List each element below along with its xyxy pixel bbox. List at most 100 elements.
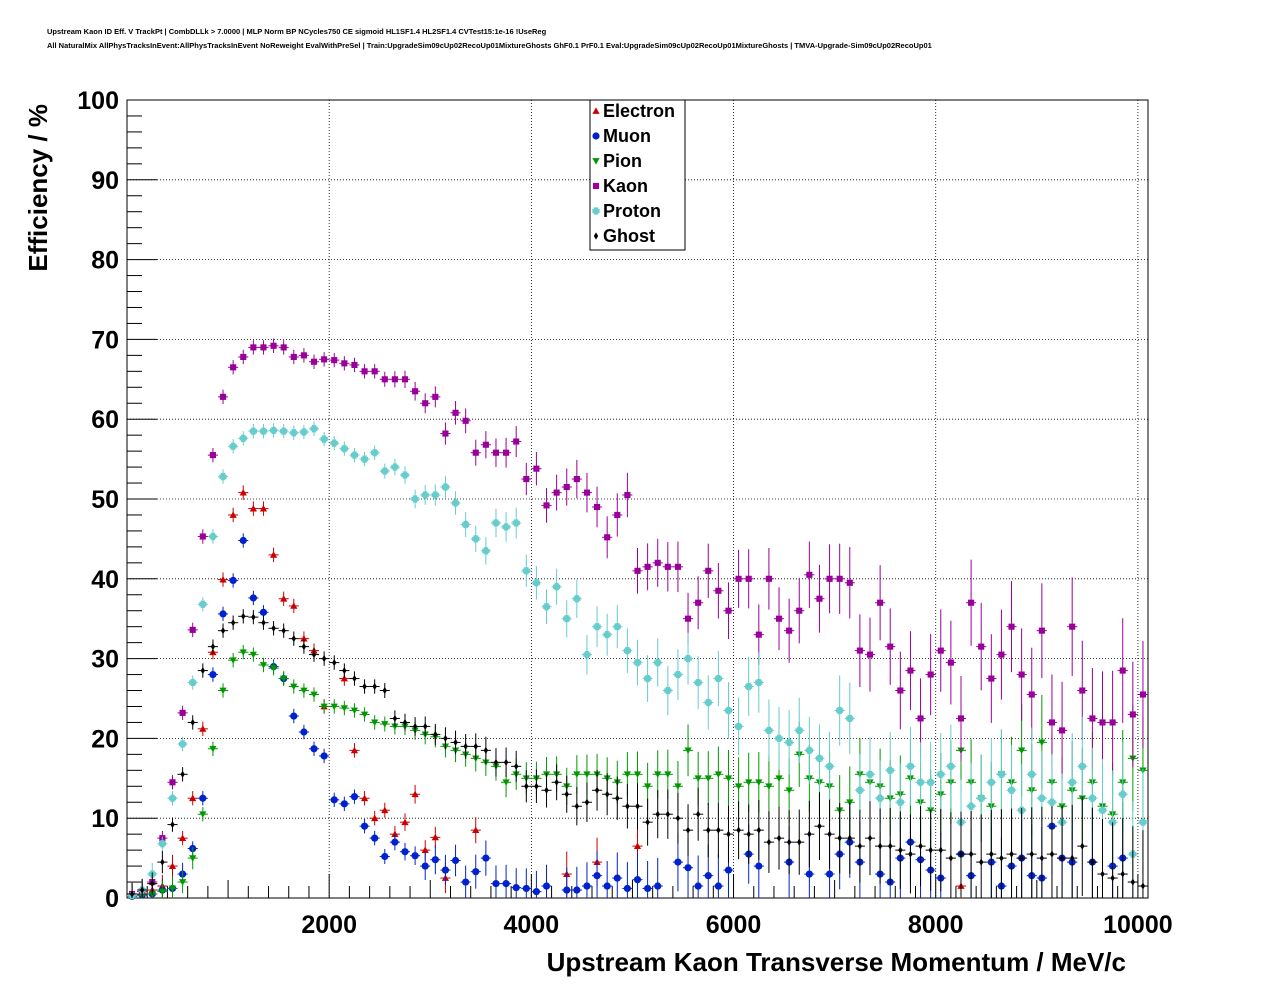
data-point — [674, 563, 681, 570]
data-point — [978, 643, 985, 650]
data-point — [745, 779, 753, 786]
data-point — [633, 771, 642, 778]
data-point — [219, 687, 227, 695]
data-point — [726, 830, 731, 838]
data-point — [805, 870, 813, 878]
y-tick-label: 0 — [105, 885, 119, 913]
data-point — [806, 571, 813, 578]
data-point — [290, 683, 298, 691]
data-point — [918, 842, 923, 850]
data-point — [331, 357, 338, 364]
data-point — [979, 858, 984, 866]
data-point — [330, 439, 338, 447]
data-point — [270, 342, 277, 349]
data-point — [1109, 719, 1116, 726]
data-point — [583, 882, 591, 890]
data-point — [1099, 719, 1106, 726]
data-point — [694, 882, 702, 890]
data-point — [372, 682, 377, 691]
data-point — [684, 615, 692, 622]
data-point — [968, 599, 975, 606]
data-point — [230, 619, 236, 627]
data-point — [240, 353, 247, 361]
data-point — [695, 810, 701, 818]
data-point — [178, 740, 187, 748]
data-point — [269, 551, 278, 558]
data-point — [755, 862, 763, 870]
data-point — [958, 850, 964, 858]
legend-entry-pion: Pion — [592, 151, 642, 171]
data-point — [239, 434, 247, 442]
data-point — [765, 726, 773, 735]
data-point — [837, 834, 842, 842]
data-point — [817, 822, 822, 830]
data-point — [472, 826, 480, 834]
data-point — [249, 504, 257, 512]
data-point — [633, 842, 642, 850]
data-point — [755, 678, 763, 687]
data-point — [320, 435, 328, 443]
data-point — [553, 583, 561, 591]
series-ghost — [127, 609, 1148, 898]
data-point — [441, 483, 450, 491]
data-point — [360, 822, 369, 830]
data-point — [766, 838, 772, 846]
data-point — [795, 726, 803, 735]
data-point — [503, 758, 509, 766]
data-point — [199, 600, 207, 608]
data-point — [350, 451, 359, 459]
x-tick-label: 4000 — [504, 911, 560, 939]
data-point — [655, 810, 660, 818]
data-point — [634, 567, 641, 574]
data-point — [856, 786, 864, 794]
data-point — [280, 344, 287, 351]
data-point — [654, 658, 662, 667]
data-point — [887, 643, 894, 650]
series-proton — [127, 421, 1148, 900]
data-point — [603, 631, 611, 639]
data-point — [351, 361, 358, 368]
data-point — [592, 132, 600, 140]
data-point — [150, 880, 155, 888]
data-point — [867, 834, 873, 842]
data-point — [664, 563, 671, 570]
data-point — [381, 376, 388, 383]
data-point — [797, 838, 802, 846]
data-point — [371, 834, 379, 842]
data-point — [846, 714, 854, 723]
data-point — [1080, 842, 1085, 850]
data-point — [441, 866, 450, 874]
data-point — [1119, 790, 1127, 798]
data-point — [371, 814, 379, 822]
data-point — [775, 734, 783, 742]
data-point — [239, 536, 247, 545]
data-point — [654, 882, 662, 890]
data-point — [392, 714, 398, 723]
y-tick-label: 30 — [91, 646, 119, 674]
data-point — [877, 842, 883, 850]
data-point — [189, 794, 197, 802]
data-point — [583, 771, 591, 778]
data-point — [249, 651, 257, 659]
data-point — [290, 429, 298, 437]
data-point — [290, 353, 297, 361]
data-point — [826, 575, 833, 582]
data-point — [542, 603, 551, 611]
data-point — [613, 874, 621, 882]
data-point — [997, 770, 1006, 778]
data-point — [401, 376, 409, 383]
data-point — [674, 783, 682, 790]
data-point — [492, 880, 500, 888]
data-point — [311, 651, 317, 659]
data-point — [412, 388, 419, 395]
data-point — [199, 533, 206, 540]
legend-entry-electron: Electron — [592, 101, 675, 121]
data-point — [340, 674, 348, 682]
data-point — [168, 862, 177, 869]
data-point — [280, 427, 288, 435]
data-point — [592, 182, 600, 190]
data-point — [300, 635, 308, 642]
x-axis-label: Upstream Kaon Transverse Momentum / MeV/… — [547, 947, 1126, 977]
data-point — [592, 107, 600, 114]
data-point — [259, 662, 268, 669]
